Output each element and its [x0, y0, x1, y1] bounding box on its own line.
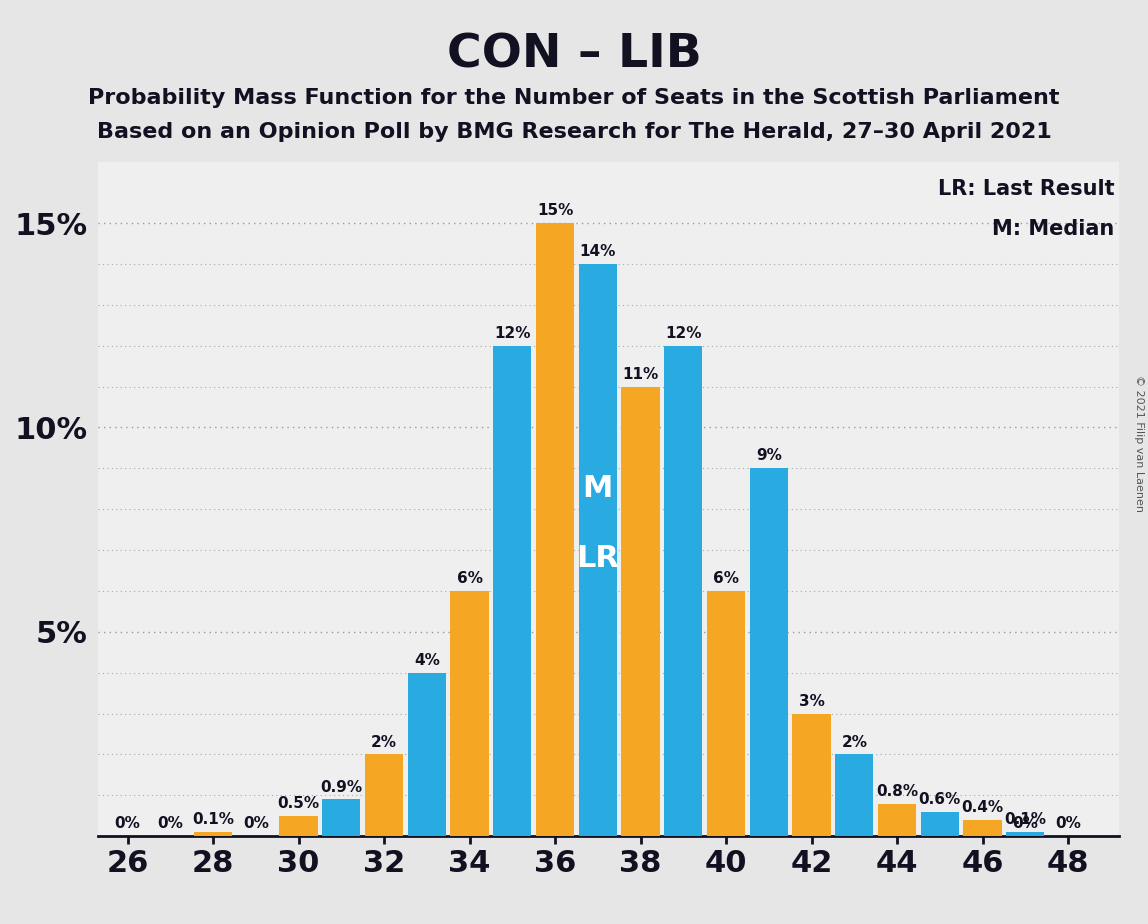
Text: 0%: 0%: [157, 816, 184, 832]
Bar: [835, 755, 874, 836]
Text: Probability Mass Function for the Number of Seats in the Scottish Parliament: Probability Mass Function for the Number…: [88, 88, 1060, 108]
Bar: [365, 755, 403, 836]
Text: 0.8%: 0.8%: [876, 784, 918, 798]
Text: 15%: 15%: [537, 203, 573, 218]
Text: 0%: 0%: [243, 816, 269, 832]
Bar: [792, 713, 831, 836]
Bar: [492, 346, 532, 836]
Text: 4%: 4%: [413, 652, 440, 668]
Text: 0.1%: 0.1%: [1004, 812, 1046, 827]
Text: 0.4%: 0.4%: [961, 800, 1003, 815]
Text: 6%: 6%: [713, 571, 739, 586]
Text: 14%: 14%: [580, 244, 616, 259]
Bar: [664, 346, 703, 836]
Bar: [579, 264, 616, 836]
Bar: [536, 223, 574, 836]
Text: M: M: [582, 474, 613, 504]
Text: Based on an Opinion Poll by BMG Research for The Herald, 27–30 April 2021: Based on an Opinion Poll by BMG Research…: [96, 122, 1052, 142]
Text: LR: Last Result: LR: Last Result: [938, 178, 1115, 199]
Text: 0%: 0%: [1013, 816, 1038, 832]
Bar: [707, 591, 745, 836]
Bar: [921, 811, 959, 836]
Text: 0%: 0%: [115, 816, 140, 832]
Bar: [621, 386, 660, 836]
Text: 0.1%: 0.1%: [192, 812, 234, 827]
Text: CON – LIB: CON – LIB: [447, 32, 701, 78]
Text: 9%: 9%: [755, 448, 782, 464]
Bar: [1006, 833, 1045, 836]
Text: M: Median: M: Median: [992, 219, 1115, 239]
Text: 11%: 11%: [622, 367, 659, 382]
Bar: [878, 804, 916, 836]
Text: 0%: 0%: [1055, 816, 1081, 832]
Bar: [450, 591, 489, 836]
Bar: [323, 799, 360, 836]
Text: 2%: 2%: [841, 735, 867, 749]
Text: 0.5%: 0.5%: [278, 796, 319, 811]
Text: 6%: 6%: [457, 571, 482, 586]
Bar: [408, 673, 445, 836]
Text: 12%: 12%: [494, 326, 530, 341]
Bar: [963, 820, 1002, 836]
Bar: [279, 816, 318, 836]
Text: © 2021 Filip van Laenen: © 2021 Filip van Laenen: [1134, 375, 1143, 512]
Bar: [194, 833, 232, 836]
Text: LR: LR: [576, 543, 619, 573]
Text: 0.6%: 0.6%: [918, 792, 961, 807]
Text: 12%: 12%: [665, 326, 701, 341]
Bar: [750, 468, 788, 836]
Text: 0.9%: 0.9%: [320, 780, 363, 795]
Text: 2%: 2%: [371, 735, 397, 749]
Text: 3%: 3%: [799, 694, 824, 709]
